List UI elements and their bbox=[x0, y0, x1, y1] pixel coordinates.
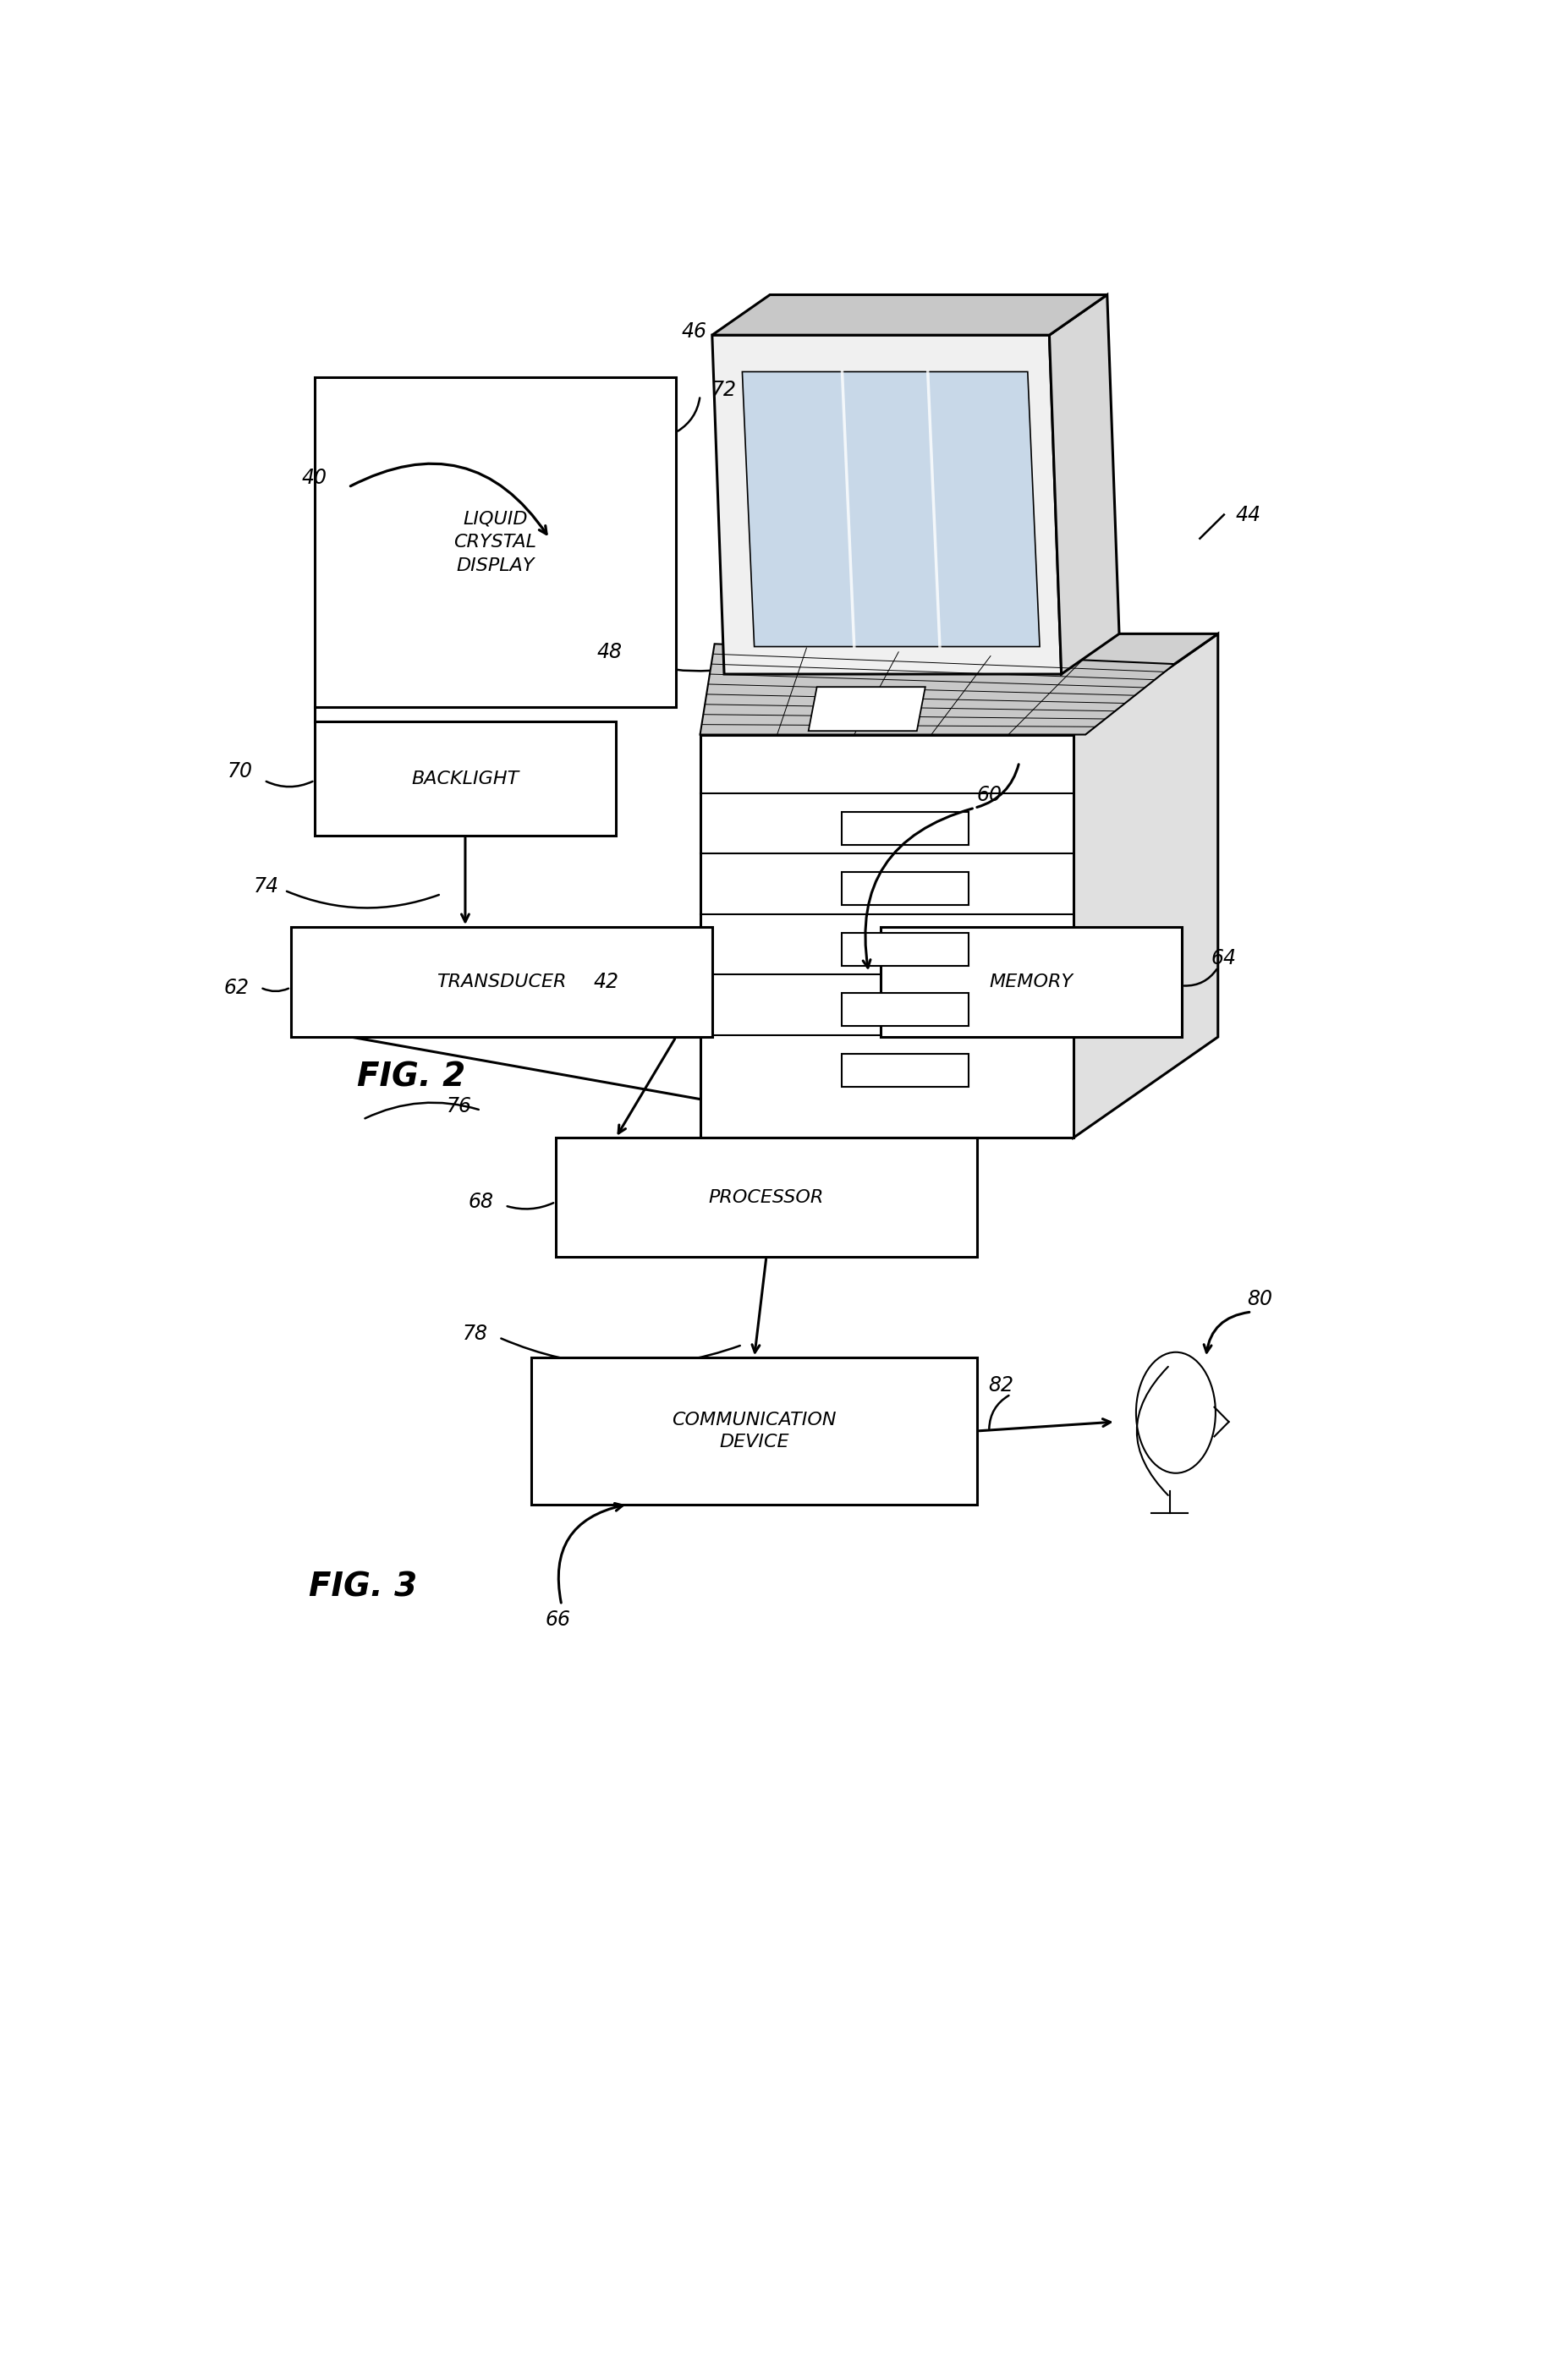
FancyArrowPatch shape bbox=[558, 1504, 623, 1602]
Polygon shape bbox=[712, 336, 1061, 674]
Text: FIG. 3: FIG. 3 bbox=[309, 1571, 416, 1602]
Text: 46: 46 bbox=[681, 321, 707, 343]
Text: 42: 42 bbox=[594, 971, 618, 992]
Polygon shape bbox=[712, 295, 1106, 336]
Polygon shape bbox=[699, 735, 1074, 1138]
Text: MEMORY: MEMORY bbox=[990, 973, 1074, 990]
Polygon shape bbox=[699, 645, 1175, 735]
FancyArrowPatch shape bbox=[977, 764, 1019, 807]
Text: 40: 40 bbox=[301, 469, 328, 488]
Polygon shape bbox=[743, 371, 1040, 647]
Polygon shape bbox=[842, 812, 968, 845]
FancyArrowPatch shape bbox=[351, 464, 547, 533]
Bar bbox=[291, 926, 712, 1038]
Polygon shape bbox=[842, 1054, 968, 1085]
Text: 72: 72 bbox=[712, 381, 737, 400]
Polygon shape bbox=[842, 871, 968, 904]
Polygon shape bbox=[842, 992, 968, 1026]
Bar bbox=[556, 1138, 977, 1257]
Text: BACKLIGHT: BACKLIGHT bbox=[412, 771, 519, 788]
FancyArrowPatch shape bbox=[862, 809, 973, 969]
Text: 76: 76 bbox=[446, 1097, 472, 1116]
Bar bbox=[314, 378, 676, 707]
Text: 82: 82 bbox=[988, 1376, 1013, 1395]
Text: PROCESSOR: PROCESSOR bbox=[709, 1190, 824, 1207]
Text: 64: 64 bbox=[1211, 947, 1237, 969]
Polygon shape bbox=[842, 933, 968, 966]
Polygon shape bbox=[1074, 633, 1218, 1138]
Text: 78: 78 bbox=[462, 1323, 488, 1345]
Text: TRANSDUCER: TRANSDUCER bbox=[437, 973, 566, 990]
Text: 44: 44 bbox=[1235, 505, 1260, 526]
Text: COMMUNICATION
DEVICE: COMMUNICATION DEVICE bbox=[671, 1411, 836, 1449]
Text: 66: 66 bbox=[545, 1609, 570, 1630]
Bar bbox=[881, 926, 1183, 1038]
FancyArrowPatch shape bbox=[1138, 1366, 1169, 1495]
Text: 60: 60 bbox=[976, 785, 1002, 804]
Text: 74: 74 bbox=[253, 876, 280, 897]
Text: 48: 48 bbox=[597, 643, 623, 662]
Polygon shape bbox=[808, 688, 925, 731]
Bar bbox=[531, 1357, 977, 1504]
Text: LIQUID
CRYSTAL
DISPLAY: LIQUID CRYSTAL DISPLAY bbox=[454, 509, 536, 574]
Text: 68: 68 bbox=[468, 1192, 494, 1211]
FancyArrowPatch shape bbox=[1204, 1311, 1249, 1352]
Polygon shape bbox=[699, 633, 1218, 735]
Text: 70: 70 bbox=[227, 762, 253, 781]
Polygon shape bbox=[1049, 295, 1119, 674]
Text: 80: 80 bbox=[1248, 1290, 1273, 1309]
Text: 62: 62 bbox=[224, 978, 249, 997]
Text: FIG. 2: FIG. 2 bbox=[357, 1061, 465, 1092]
Bar bbox=[314, 721, 615, 835]
